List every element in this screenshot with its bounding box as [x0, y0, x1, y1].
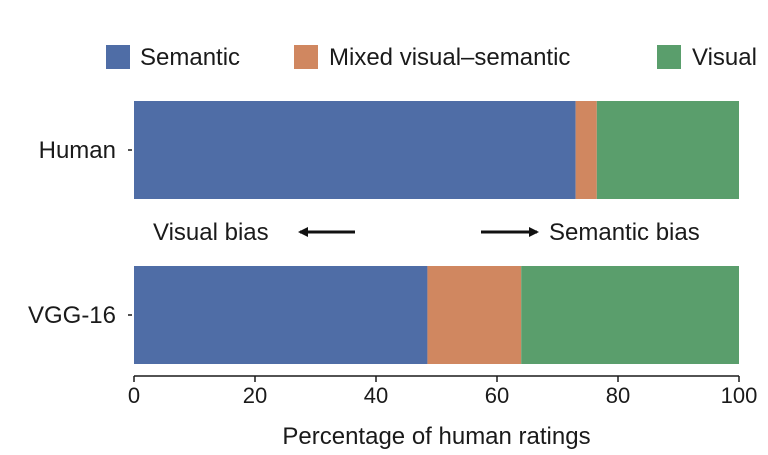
legend-swatch-2: [657, 45, 681, 69]
bar-segment-0-0: [134, 101, 576, 199]
annotation-semantic-bias: Semantic bias: [549, 219, 700, 246]
bar-segment-1-1: [427, 266, 522, 364]
bar-segment-1-2: [521, 266, 739, 364]
bar-segment-1-0: [134, 266, 428, 364]
x-tick-label-0: 0: [128, 383, 140, 408]
legend-swatch-0: [106, 45, 130, 69]
y-tick-label-1: VGG-16: [28, 302, 116, 329]
x-tick-label-1: 20: [243, 383, 267, 408]
legend-label-0: Semantic: [140, 44, 240, 71]
x-tick-label-3: 60: [485, 383, 509, 408]
x-axis: 0 20 40 60 80 100: [128, 375, 758, 408]
bar-segment-0-2: [596, 101, 739, 199]
legend-label-1: Mixed visual–semantic: [329, 44, 570, 71]
x-tick-label-2: 40: [364, 383, 388, 408]
bars: [134, 101, 739, 364]
x-tick-label-5: 100: [721, 383, 758, 408]
bar-segment-0-1: [575, 101, 597, 199]
y-tick-label-0: Human: [39, 137, 116, 164]
legend-label-2: Visual: [692, 44, 757, 71]
bias-annotations: Visual bias Semantic bias: [153, 219, 700, 246]
legend-swatch-1: [294, 45, 318, 69]
legend: Semantic Mixed visual–semantic Visual: [106, 44, 757, 71]
x-axis-title: Percentage of human ratings: [282, 423, 590, 450]
x-tick-label-4: 80: [606, 383, 630, 408]
y-axis: Human VGG-16: [28, 137, 132, 329]
annotation-visual-bias: Visual bias: [153, 219, 269, 246]
